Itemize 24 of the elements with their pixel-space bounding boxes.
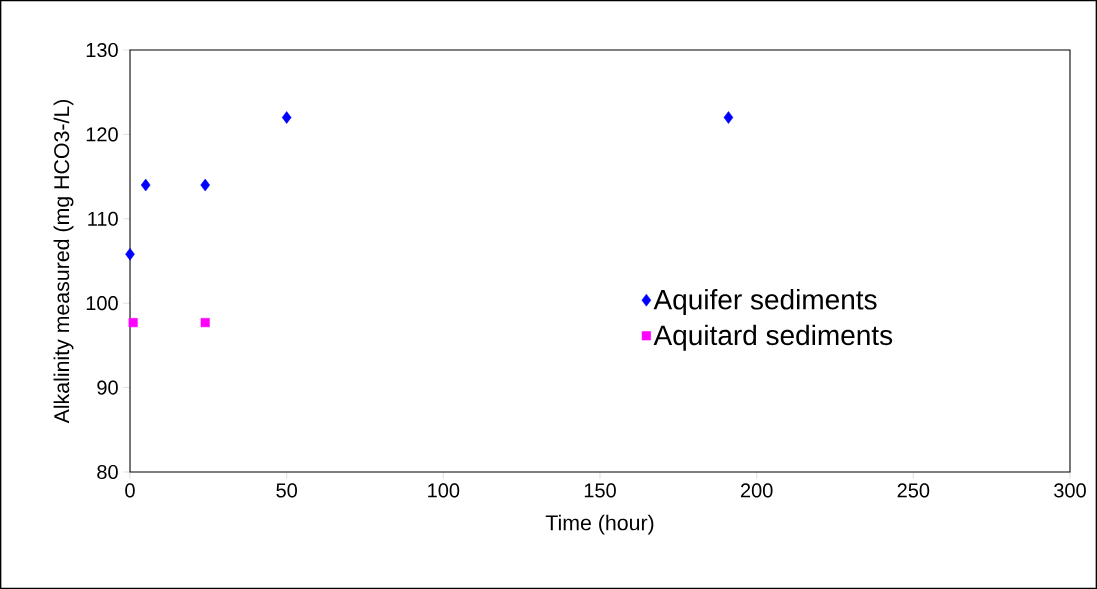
- legend-label: Aquifer sediments: [653, 289, 877, 316]
- y-axis-title: Alkalinity measured (mg HCO3-/L): [53, 99, 74, 424]
- y-tick-label: 110: [88, 211, 118, 226]
- x-tick-label: 0: [125, 483, 135, 498]
- point: [723, 111, 734, 124]
- x-tick-label: 100: [428, 483, 460, 498]
- legend-label: Aquitard sediments: [653, 324, 893, 351]
- x-axis-title: Time (hour): [545, 514, 654, 535]
- y-tick-label: 90: [97, 380, 118, 395]
- x-tick-label: 200: [740, 483, 773, 498]
- point: [128, 318, 138, 328]
- point: [140, 178, 151, 192]
- x-tick-label: 300: [1054, 483, 1086, 498]
- x-tick-label: 250: [897, 483, 930, 498]
- y-tick-label: 130: [86, 42, 118, 58]
- point: [125, 247, 135, 261]
- y-tick-label: 80: [97, 464, 118, 480]
- y-tick-label: 100: [86, 296, 118, 311]
- y-tick-label: 120: [86, 127, 118, 142]
- x-tick-label: 50: [276, 483, 297, 498]
- point: [200, 178, 210, 192]
- x-tick-label: 150: [584, 483, 616, 498]
- point: [200, 318, 210, 328]
- point: [281, 111, 292, 124]
